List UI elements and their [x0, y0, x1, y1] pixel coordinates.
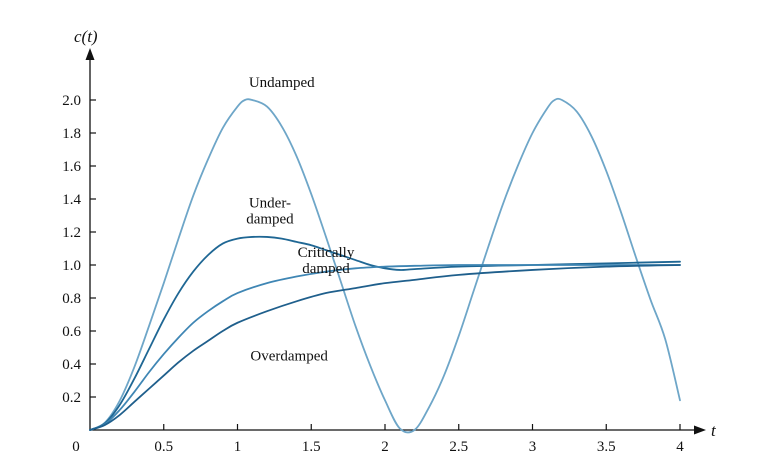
- axes: [85, 48, 706, 435]
- y-tick-label: 1.4: [62, 192, 81, 208]
- x-tick-label: 2: [381, 439, 389, 455]
- y-tick-label: 1.2: [62, 225, 81, 241]
- x-tick-label: 2.5: [449, 439, 468, 455]
- series-line-critically-damped: [89, 264, 681, 431]
- x-tick-label: 3: [529, 439, 537, 455]
- y-axis-arrowhead: [85, 48, 95, 60]
- curve-annotation: Under-damped: [246, 195, 294, 227]
- y-tick-label: 0.8: [62, 291, 81, 307]
- x-tick-label: 4: [676, 439, 684, 455]
- series-line-overdamped: [89, 264, 681, 431]
- series-layer: [89, 97, 681, 434]
- y-tick-label: 1.0: [62, 258, 81, 274]
- x-tick-label: 3.5: [597, 439, 616, 455]
- curve-annotation: Critically damped: [298, 245, 355, 277]
- x-axis-arrowhead: [694, 425, 706, 435]
- x-tick-label: 1.5: [302, 439, 321, 455]
- labels-layer: 0.5 1 1.5 2 2.5 3 3.5 4 0.2 0.4 0.6 0.8 1.0 1.2 1.4 1.6…: [62, 75, 684, 455]
- curve-annotation: Undamped: [249, 75, 315, 91]
- y-tick-label: 0.2: [62, 390, 81, 406]
- x-axis-title: t: [711, 421, 717, 440]
- x-tick-label: 0.5: [154, 439, 173, 455]
- y-tick-label: 0.4: [62, 357, 81, 373]
- y-axis-title: c(t): [74, 27, 98, 46]
- curve-annotation: Overdamped: [250, 349, 328, 365]
- y-tick-label: 0.6: [62, 324, 81, 340]
- series-line-underdamped: [89, 235, 681, 431]
- y-tick-label: 2.0: [62, 93, 81, 109]
- y-tick-label: 1.8: [62, 126, 81, 142]
- series-line-undamped: [89, 97, 681, 434]
- origin-label: 0: [72, 439, 80, 455]
- y-tick-label: 1.6: [62, 159, 81, 175]
- x-tick-label: 1: [234, 439, 242, 455]
